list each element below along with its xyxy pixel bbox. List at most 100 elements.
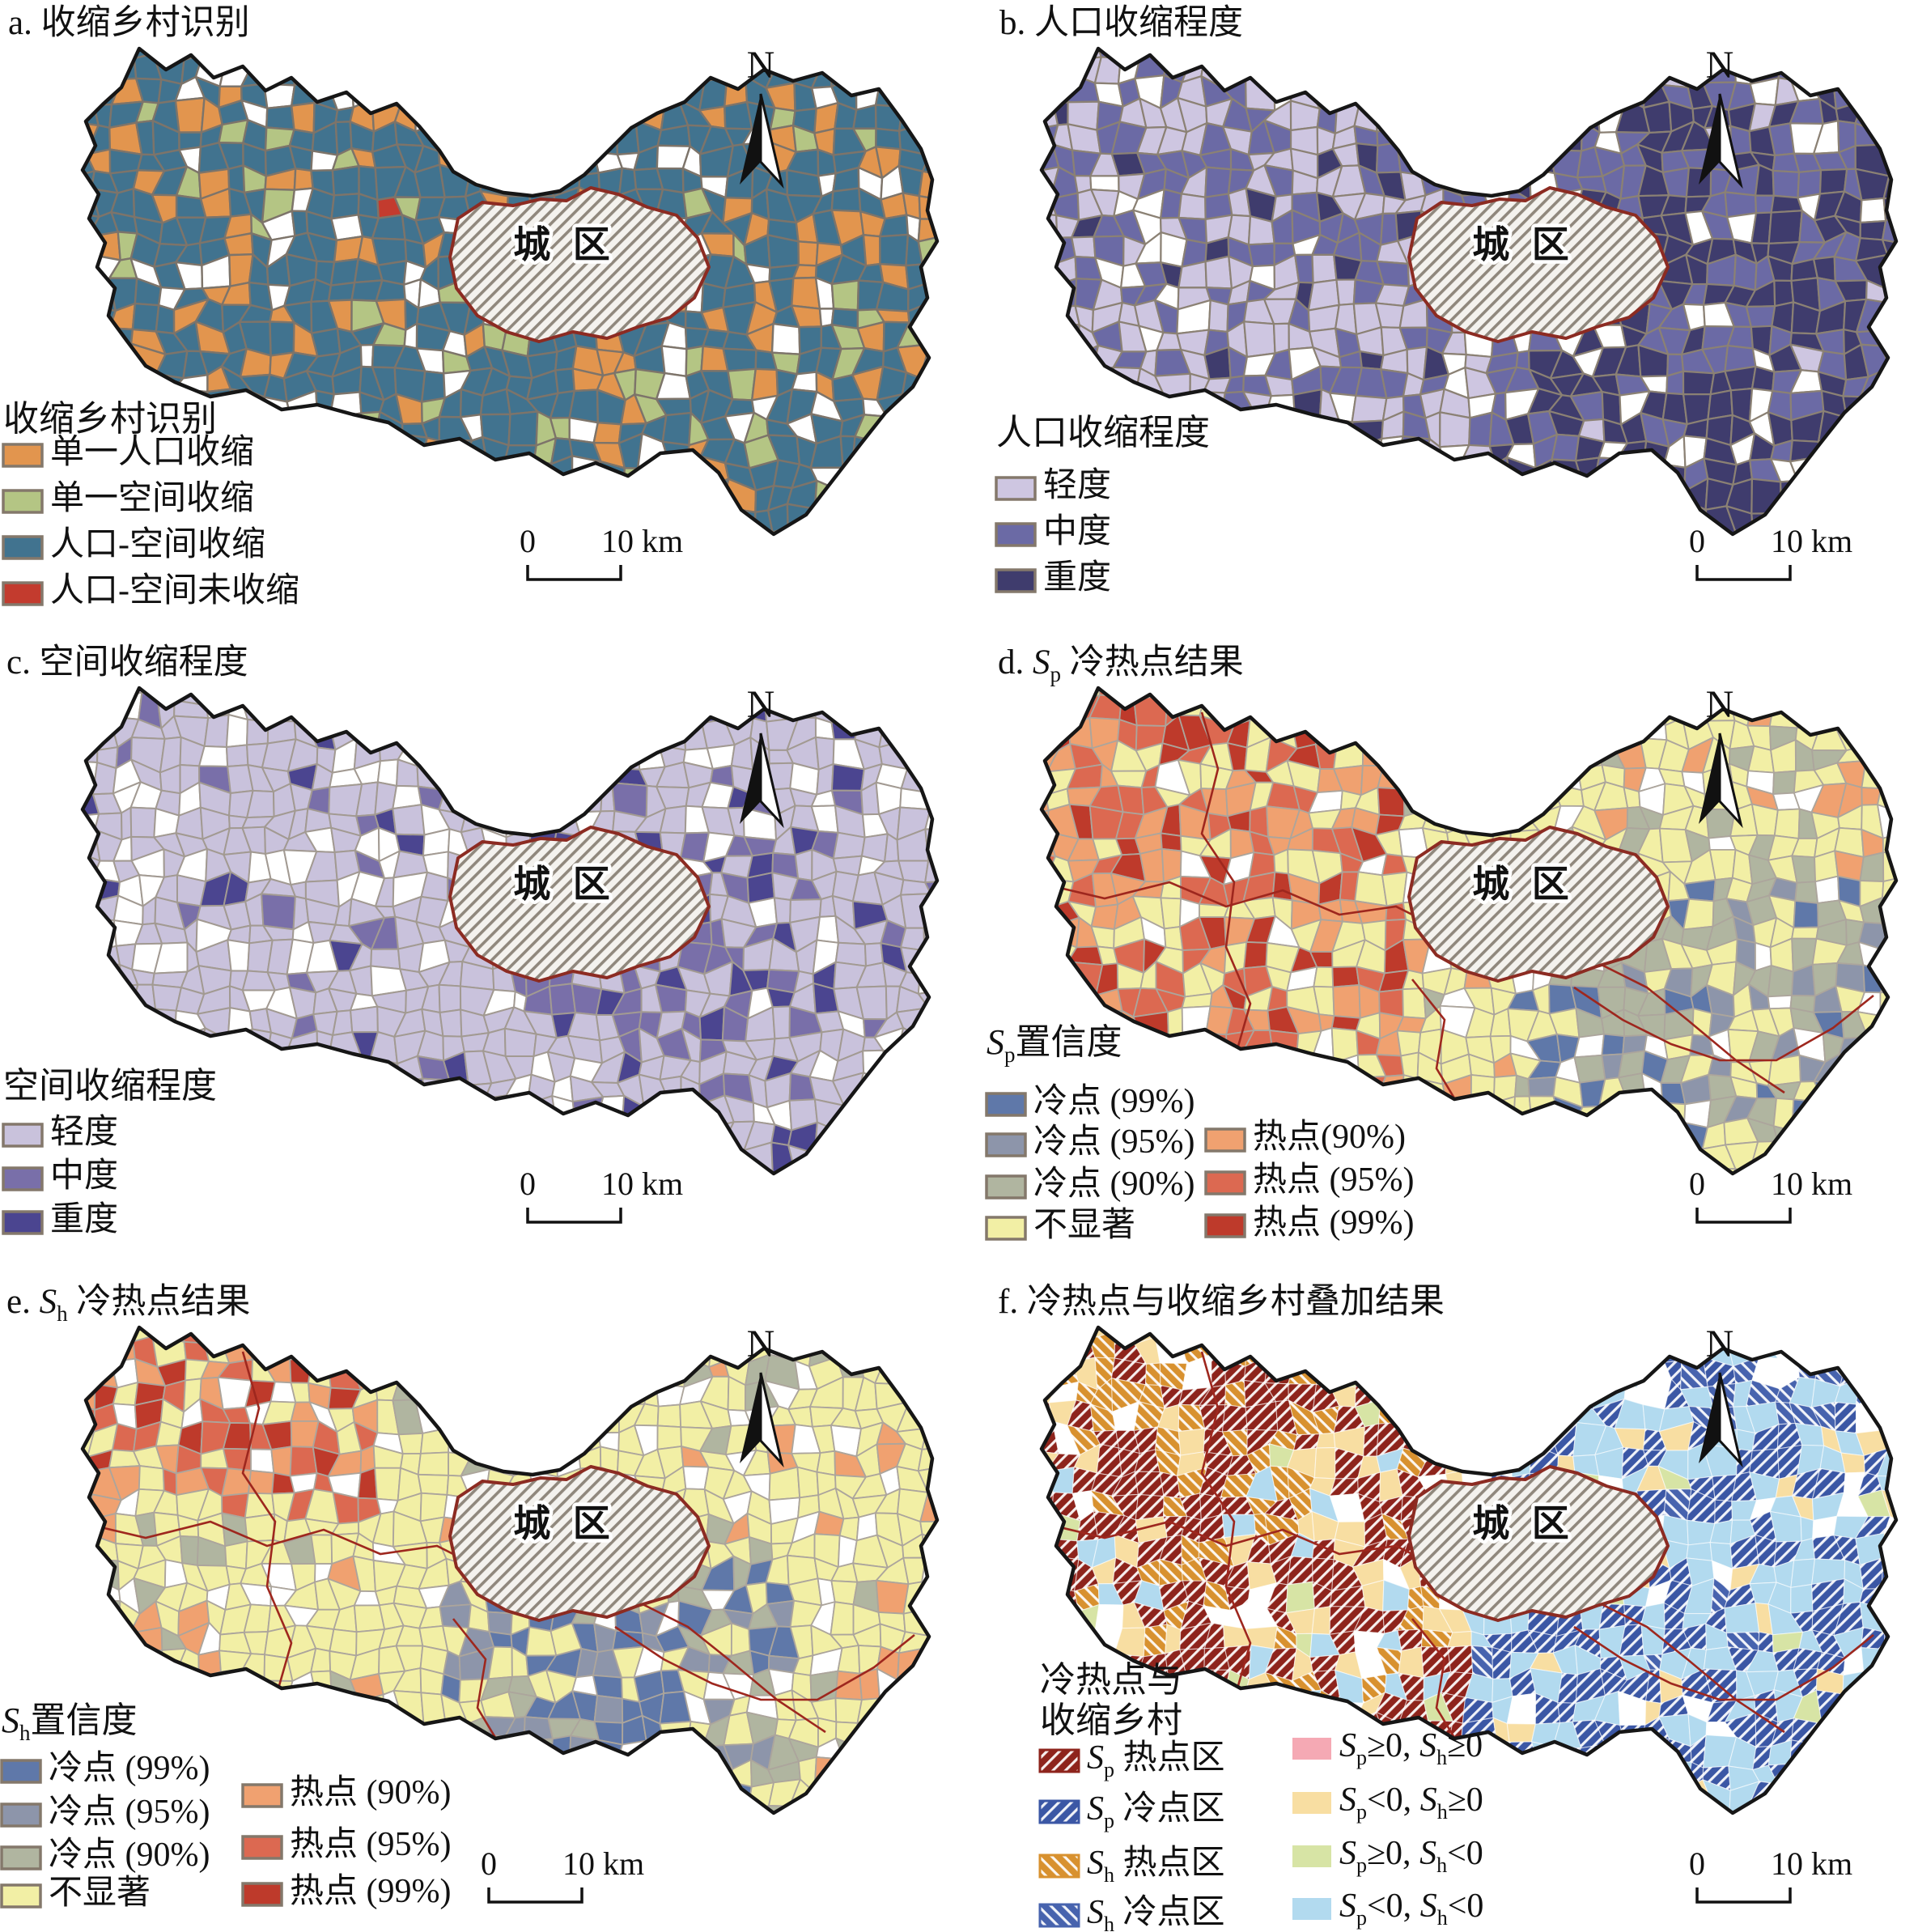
village-cell xyxy=(1376,462,1408,485)
village-cell xyxy=(659,1075,682,1101)
village-cell xyxy=(1330,1076,1362,1109)
village-cell xyxy=(660,1327,685,1337)
village-cell xyxy=(1755,163,1775,197)
village-cell xyxy=(1042,695,1050,728)
village-cell xyxy=(1773,808,1801,839)
village-cell xyxy=(722,49,745,66)
village-cell xyxy=(830,763,865,792)
village-cell xyxy=(1878,83,1896,112)
village-cell xyxy=(337,1717,362,1748)
village-cell xyxy=(480,1788,513,1813)
village-cell xyxy=(549,125,579,157)
village-cell xyxy=(590,1365,622,1382)
village-cell xyxy=(87,325,112,355)
village-cell xyxy=(83,939,97,965)
village-cell xyxy=(906,1327,932,1345)
village-cell xyxy=(1312,688,1337,699)
village-cell xyxy=(555,1336,575,1369)
village-cell xyxy=(400,1734,427,1768)
village-cell xyxy=(1356,506,1386,534)
village-cell xyxy=(857,525,885,534)
panel-title: c. 空间收缩程度 xyxy=(6,643,248,682)
village-cell xyxy=(482,1149,516,1174)
village-cell xyxy=(396,529,426,534)
village-cell xyxy=(1154,478,1190,514)
village-cell xyxy=(1492,768,1509,791)
village-cell xyxy=(376,485,401,511)
village-cell xyxy=(862,233,881,267)
village-cell xyxy=(592,688,626,703)
village-cell xyxy=(1445,762,1467,789)
scale-bar: 0 10 km xyxy=(1689,523,1852,581)
village-cell xyxy=(1336,715,1364,743)
county-outline xyxy=(80,46,940,537)
village-cell xyxy=(635,692,662,728)
village-cell xyxy=(591,1327,623,1346)
village-cell xyxy=(486,506,515,526)
village-cell xyxy=(83,367,93,404)
village-cell xyxy=(1207,299,1229,333)
village-cell xyxy=(1487,58,1513,86)
village-cell xyxy=(159,1721,180,1736)
village-cell xyxy=(1832,53,1865,83)
village-cell xyxy=(662,51,691,90)
village-cell xyxy=(351,1327,380,1344)
village-cell xyxy=(920,1117,937,1149)
north-arrow: N xyxy=(1699,683,1743,829)
village-cell xyxy=(1042,236,1059,267)
village-cell xyxy=(876,433,908,465)
village-cell xyxy=(842,1758,861,1788)
village-cell xyxy=(1878,119,1896,150)
village-cell xyxy=(355,1737,380,1766)
village-cell xyxy=(1380,212,1399,246)
village-cell xyxy=(131,1140,164,1171)
village-cell xyxy=(154,1693,180,1726)
legend-swatch xyxy=(995,476,1037,501)
village-cell xyxy=(1448,1126,1475,1151)
village-cell xyxy=(227,1007,253,1042)
village-cell xyxy=(812,1327,844,1338)
village-cell xyxy=(305,1123,330,1144)
village-cell xyxy=(177,1119,202,1154)
village-cell xyxy=(1221,1404,1248,1433)
village-cell xyxy=(616,75,648,112)
village-cell xyxy=(1223,459,1257,492)
village-cell xyxy=(1490,807,1512,833)
village-cell xyxy=(108,1628,132,1658)
village-cell xyxy=(1470,1074,1496,1106)
village-cell xyxy=(1618,60,1646,87)
village-cell xyxy=(1462,130,1487,155)
village-cell xyxy=(680,1095,704,1131)
village-cell xyxy=(1592,456,1628,490)
village-cell xyxy=(1876,1378,1896,1406)
village-cell xyxy=(569,485,601,512)
village-cell xyxy=(437,1161,473,1174)
village-cell xyxy=(1356,49,1383,60)
village-cell xyxy=(873,525,904,534)
village-cell xyxy=(906,456,931,486)
village-cell xyxy=(483,1333,509,1365)
village-cell xyxy=(1396,142,1423,176)
village-cell xyxy=(1791,855,1817,884)
village-cell xyxy=(356,688,378,707)
village-cell xyxy=(766,234,800,270)
village-cell xyxy=(1602,1356,1627,1383)
village-cell xyxy=(1469,1427,1496,1456)
panel-c: 城 区 N 0 10 km c. 空间收缩程度 空间收缩程度 轻度 中度 重度 xyxy=(0,639,959,1279)
village-cell xyxy=(786,1327,821,1339)
village-cell xyxy=(1241,432,1278,470)
village-cell xyxy=(486,1611,513,1636)
village-cell xyxy=(1422,784,1447,817)
village-cell xyxy=(197,1119,231,1154)
village-cell xyxy=(305,418,339,447)
village-cell xyxy=(897,1331,932,1368)
village-cell xyxy=(1857,532,1889,534)
village-cell xyxy=(1442,53,1474,88)
legend-label: 冷点 (99%) xyxy=(1033,1083,1195,1120)
village-cell xyxy=(1354,688,1386,705)
village-cell xyxy=(643,1098,669,1132)
village-cell xyxy=(349,524,383,534)
village-cell xyxy=(1595,79,1627,100)
village-cell xyxy=(1771,49,1797,65)
legend-item: 轻度 xyxy=(2,1114,118,1151)
